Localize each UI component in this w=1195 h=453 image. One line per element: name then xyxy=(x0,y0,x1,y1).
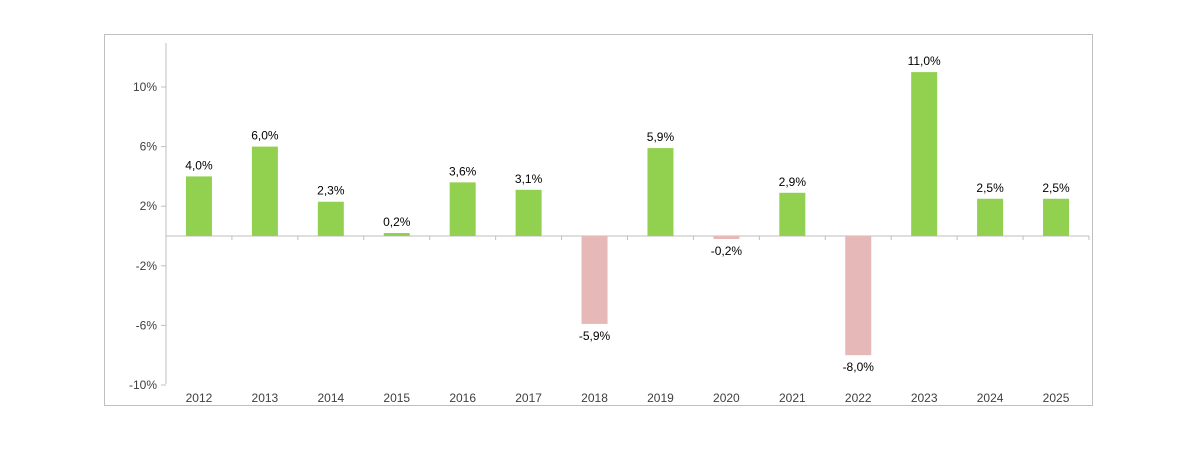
data-label: 0,2% xyxy=(383,215,411,229)
data-label: -0,2% xyxy=(711,244,743,258)
x-tick-label: 2022 xyxy=(845,391,872,405)
x-tick-label: 2020 xyxy=(713,391,740,405)
data-label: 2,3% xyxy=(317,184,345,198)
data-label: 4,0% xyxy=(185,158,213,172)
bar-2023 xyxy=(911,72,938,236)
data-label: 2,5% xyxy=(1042,181,1070,195)
y-tick-label: 2% xyxy=(140,199,158,213)
data-label: 5,9% xyxy=(647,130,675,144)
x-tick-label: 2012 xyxy=(186,391,213,405)
bar-2019 xyxy=(647,148,674,236)
bar-2017 xyxy=(515,189,542,236)
bar-2021 xyxy=(779,192,806,236)
bar-2024 xyxy=(977,198,1004,236)
data-label: 3,1% xyxy=(515,172,543,186)
y-tick-label: -6% xyxy=(136,318,158,332)
bar-2025 xyxy=(1043,198,1070,236)
x-tick-label: 2013 xyxy=(252,391,279,405)
bar-2015 xyxy=(383,233,410,236)
data-label: 2,9% xyxy=(779,175,807,189)
data-label: 3,6% xyxy=(449,164,477,178)
y-tick-label: 10% xyxy=(133,80,157,94)
x-tick-label: 2016 xyxy=(449,391,476,405)
bar-2020 xyxy=(713,236,740,239)
x-tick-label: 2015 xyxy=(383,391,410,405)
data-label: -8,0% xyxy=(843,360,875,374)
bar-2016 xyxy=(449,182,476,236)
x-tick-label: 2023 xyxy=(911,391,938,405)
bar-2013 xyxy=(251,146,278,236)
x-tick-label: 2025 xyxy=(1043,391,1070,405)
bar-2014 xyxy=(317,201,344,236)
x-tick-label: 2019 xyxy=(647,391,674,405)
x-tick-label: 2018 xyxy=(581,391,608,405)
x-tick-label: 2021 xyxy=(779,391,806,405)
bar-2022 xyxy=(845,236,872,356)
x-tick-label: 2014 xyxy=(317,391,344,405)
data-label: 11,0% xyxy=(908,54,941,68)
x-tick-label: 2017 xyxy=(515,391,542,405)
data-label: 6,0% xyxy=(251,129,279,143)
data-label: -5,9% xyxy=(579,329,611,343)
y-tick-label: -10% xyxy=(129,378,157,392)
bar-2012 xyxy=(185,176,212,236)
y-tick-label: 6% xyxy=(140,140,158,154)
x-tick-label: 2024 xyxy=(977,391,1004,405)
bar-2018 xyxy=(581,236,608,324)
y-tick-label: -2% xyxy=(136,259,158,273)
data-label: 2,5% xyxy=(976,181,1004,195)
